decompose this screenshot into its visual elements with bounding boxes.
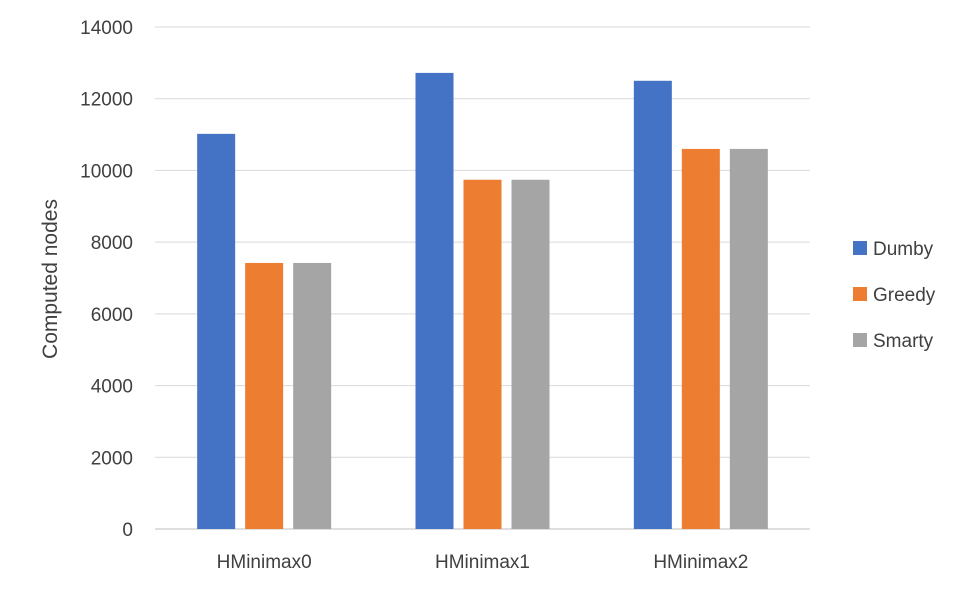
x-tick-label: HMinimax2 xyxy=(653,552,748,573)
legend-swatch-smarty xyxy=(853,333,867,347)
legend-label-dumby: Dumby xyxy=(873,239,934,260)
bar-dumby-hminimax1 xyxy=(415,72,454,529)
x-tick-label: HMinimax0 xyxy=(217,552,312,573)
y-axis-label: Computed nodes xyxy=(39,199,62,359)
bar-greedy-hminimax0 xyxy=(245,262,284,529)
bar-dumby-hminimax0 xyxy=(197,133,236,529)
bar-greedy-hminimax1 xyxy=(463,179,502,529)
y-tick-label: 12000 xyxy=(80,90,133,111)
bar-greedy-hminimax2 xyxy=(681,148,720,529)
y-tick-label: 8000 xyxy=(91,233,133,254)
legend-label-smarty: Smarty xyxy=(873,331,934,352)
y-tick-label: 14000 xyxy=(80,18,133,39)
y-tick-label: 4000 xyxy=(91,377,133,398)
legend-label-greedy: Greedy xyxy=(873,285,936,306)
bar-dumby-hminimax2 xyxy=(633,80,672,530)
bars xyxy=(197,72,768,530)
legend-swatch-greedy xyxy=(853,287,867,301)
legend: Dumby Greedy Smarty xyxy=(853,239,936,352)
bar-smarty-hminimax2 xyxy=(729,148,768,529)
x-tick-label: HMinimax1 xyxy=(435,552,530,573)
y-tick-labels: 0 2000 4000 6000 8000 10000 12000 14000 xyxy=(80,18,133,541)
legend-swatch-dumby xyxy=(853,241,867,255)
y-tick-label: 0 xyxy=(122,520,133,541)
bar-smarty-hminimax1 xyxy=(511,179,550,529)
y-tick-label: 6000 xyxy=(91,305,133,326)
y-tick-label: 2000 xyxy=(91,448,133,469)
bar-smarty-hminimax0 xyxy=(293,262,332,529)
y-tick-label: 10000 xyxy=(80,161,133,182)
x-tick-labels: HMinimax0 HMinimax1 HMinimax2 xyxy=(217,552,749,573)
